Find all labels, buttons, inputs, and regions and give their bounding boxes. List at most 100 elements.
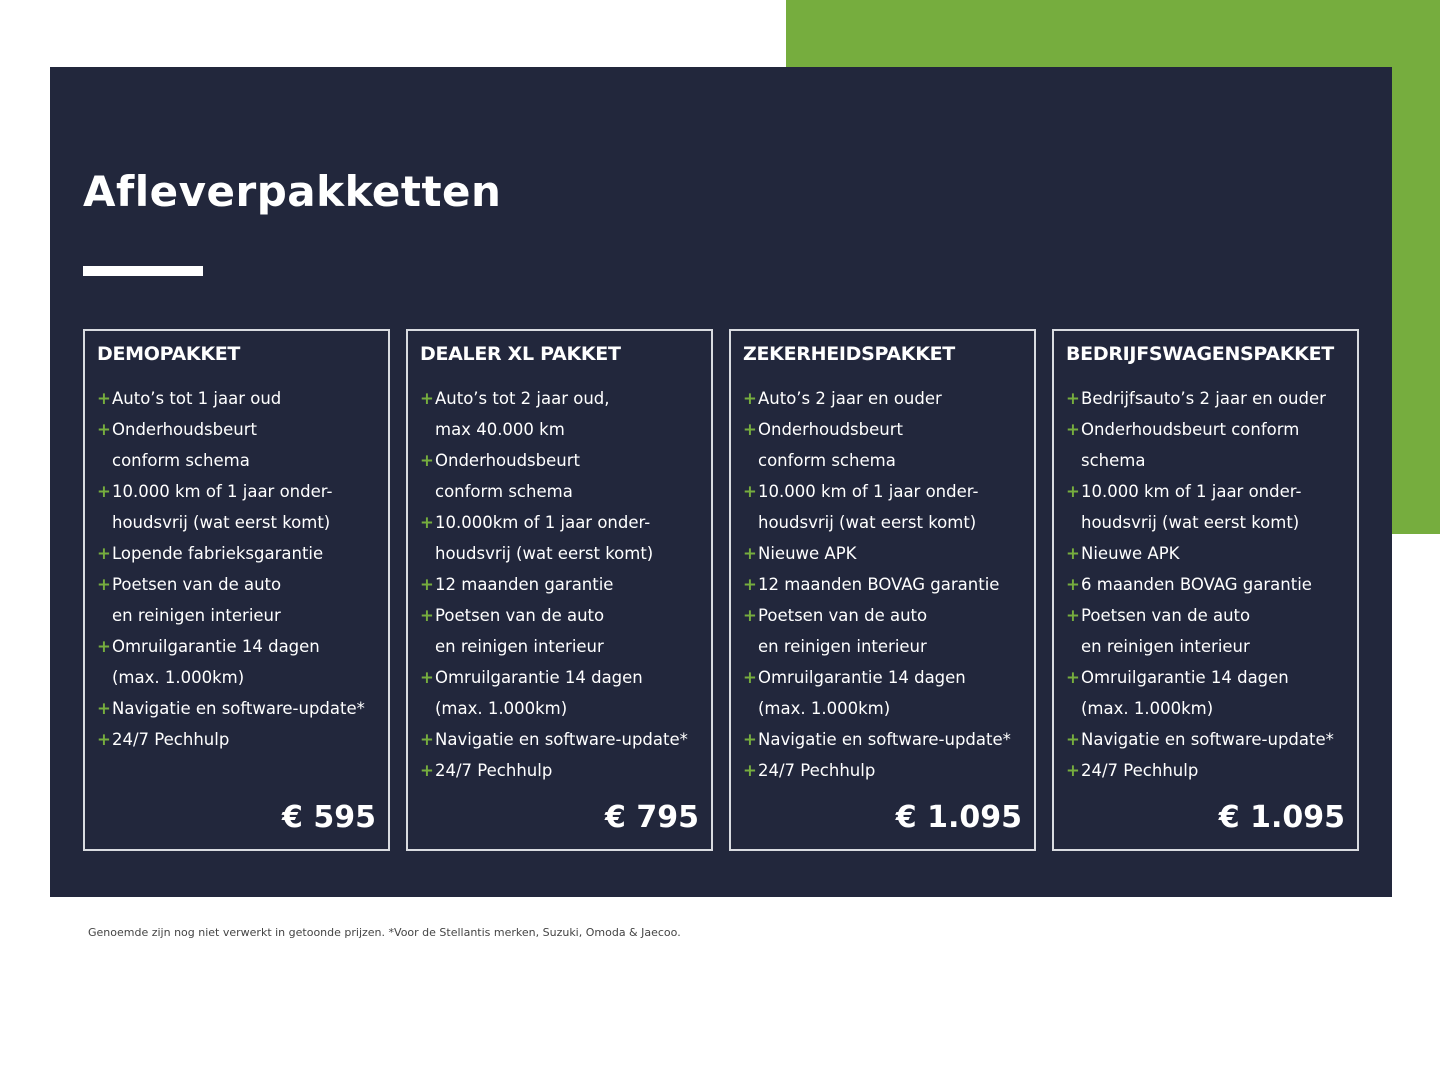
plus-icon: + [420, 668, 434, 687]
feature-text: 24/7 Pechhulp [1081, 761, 1199, 780]
package-feature: +Onderhoudsbeurt conform schema [97, 414, 376, 476]
package-card: DEMOPAKKET +Auto’s tot 1 jaar oud +Onderho… [83, 329, 390, 851]
package-feature: +12 maanden BOVAG garantie [743, 569, 1022, 600]
feature-text: Auto’s 2 jaar en ouder [758, 389, 942, 408]
package-price: € 595 [282, 800, 376, 835]
package-feature: +10.000 km of 1 jaar onder-houdsvrij (wa… [97, 476, 376, 538]
package-feature: +Navigatie en software-update* [1066, 724, 1345, 755]
plus-icon: + [743, 761, 757, 780]
package-feature: +10.000 km of 1 jaar onder-houdsvrij (wa… [1066, 476, 1345, 538]
plus-icon: + [97, 420, 111, 439]
feature-text: Poetsen van de auto [435, 606, 605, 625]
plus-icon: + [743, 606, 757, 625]
feature-text: (max. 1.000km) [112, 668, 245, 687]
package-name: ZEKERHEIDSPAKKET [743, 343, 955, 365]
package-name: DEALER XL PAKKET [420, 343, 621, 365]
package-feature: +10.000km of 1 jaar onder-houdsvrij (wat… [420, 507, 699, 569]
feature-text: houdsvrij (wat eerst komt) [758, 513, 977, 532]
feature-text: en reinigen interieur [1081, 637, 1250, 656]
plus-icon: + [1066, 730, 1080, 749]
package-feature: +Nieuwe APK [743, 538, 1022, 569]
feature-text: Nieuwe APK [1081, 544, 1180, 563]
plus-icon: + [420, 606, 434, 625]
package-feature: +Poetsen van de auto en reinigen interieu… [1066, 600, 1345, 662]
feature-text: Poetsen van de auto [112, 575, 282, 594]
feature-text: Nieuwe APK [758, 544, 857, 563]
feature-text: Navigatie en software-update* [1081, 730, 1334, 749]
plus-icon: + [1066, 668, 1080, 687]
package-feature: +6 maanden BOVAG garantie [1066, 569, 1345, 600]
plus-icon: + [1066, 482, 1080, 501]
feature-text: Omruilgarantie 14 dagen [1081, 668, 1289, 687]
package-feature: +Omruilgarantie 14 dagen (max. 1.000km) [97, 631, 376, 693]
feature-text: en reinigen interieur [758, 637, 927, 656]
plus-icon: + [420, 575, 434, 594]
package-feature: +Poetsen van de auto en reinigen interieu… [97, 569, 376, 631]
title-underline [83, 266, 203, 276]
feature-text: conform schema [758, 451, 896, 470]
plus-icon: + [743, 668, 757, 687]
package-feature: +Lopende fabrieksgarantie [97, 538, 376, 569]
package-feature: +24/7 Pechhulp [743, 755, 1022, 786]
feature-text: 10.000km of 1 jaar onder- [435, 513, 651, 532]
plus-icon: + [420, 513, 434, 532]
package-feature: +Navigatie en software-update* [420, 724, 699, 755]
feature-text: Onderhoudsbeurt conform [1081, 420, 1300, 439]
feature-text: Auto’s tot 2 jaar oud, [435, 389, 610, 408]
plus-icon: + [743, 389, 757, 408]
package-feature: +10.000 km of 1 jaar onder-houdsvrij (wa… [743, 476, 1022, 538]
footnote: Genoemde zijn nog niet verwerkt in getoo… [88, 926, 681, 939]
package-card: DEALER XL PAKKET +Auto’s tot 2 jaar oud, m… [406, 329, 713, 851]
plus-icon: + [743, 420, 757, 439]
feature-text: en reinigen interieur [435, 637, 604, 656]
plus-icon: + [97, 730, 111, 749]
feature-text: Omruilgarantie 14 dagen [435, 668, 643, 687]
feature-text: houdsvrij (wat eerst komt) [112, 513, 331, 532]
feature-text: Omruilgarantie 14 dagen [758, 668, 966, 687]
package-feature: +Omruilgarantie 14 dagen (max. 1.000km) [743, 662, 1022, 724]
package-feature: +Onderhoudsbeurt conform schema [420, 445, 699, 507]
feature-text: 24/7 Pechhulp [758, 761, 876, 780]
feature-text: Navigatie en software-update* [758, 730, 1011, 749]
plus-icon: + [97, 699, 111, 718]
feature-text: conform schema [112, 451, 250, 470]
feature-text: 12 maanden garantie [435, 575, 614, 594]
package-feature: +12 maanden garantie [420, 569, 699, 600]
feature-text: houdsvrij (wat eerst komt) [435, 544, 654, 563]
feature-text: conform schema [435, 482, 573, 501]
feature-text: Onderhoudsbeurt [435, 451, 580, 470]
package-name: BEDRIJFSWAGENSPAKKET [1066, 343, 1334, 365]
package-feature: +Nieuwe APK [1066, 538, 1345, 569]
feature-text: 24/7 Pechhulp [112, 730, 230, 749]
plus-icon: + [97, 482, 111, 501]
package-feature: +Omruilgarantie 14 dagen (max. 1.000km) [420, 662, 699, 724]
plus-icon: + [97, 575, 111, 594]
feature-text: 10.000 km of 1 jaar onder- [758, 482, 979, 501]
package-feature: +Auto’s 2 jaar en ouder [743, 383, 1022, 414]
feature-text: 12 maanden BOVAG garantie [758, 575, 1000, 594]
feature-text: Navigatie en software-update* [435, 730, 688, 749]
plus-icon: + [1066, 606, 1080, 625]
plus-icon: + [1066, 761, 1080, 780]
package-feature: +Poetsen van de auto en reinigen interieu… [420, 600, 699, 662]
feature-text: Onderhoudsbeurt [112, 420, 257, 439]
package-name: DEMOPAKKET [97, 343, 241, 365]
feature-text: houdsvrij (wat eerst komt) [1081, 513, 1300, 532]
package-card: ZEKERHEIDSPAKKET +Auto’s 2 jaar en ouder +… [729, 329, 1036, 851]
plus-icon: + [743, 482, 757, 501]
plus-icon: + [420, 389, 434, 408]
feature-text: Navigatie en software-update* [112, 699, 365, 718]
feature-text: (max. 1.000km) [435, 699, 568, 718]
plus-icon: + [1066, 389, 1080, 408]
plus-icon: + [97, 637, 111, 656]
package-card: BEDRIJFSWAGENSPAKKET +Bedrijfsauto’s 2 ja… [1052, 329, 1359, 851]
package-price: € 1.095 [1218, 800, 1345, 835]
feature-text: max 40.000 km [435, 420, 565, 439]
feature-text: en reinigen interieur [112, 606, 281, 625]
feature-text: 24/7 Pechhulp [435, 761, 553, 780]
plus-icon: + [1066, 544, 1080, 563]
feature-text: Auto’s tot 1 jaar oud [112, 389, 282, 408]
package-feature: +Onderhoudsbeurt conform schema [1066, 414, 1345, 476]
package-price: € 795 [605, 800, 699, 835]
package-feature: +Onderhoudsbeurt conform schema [743, 414, 1022, 476]
